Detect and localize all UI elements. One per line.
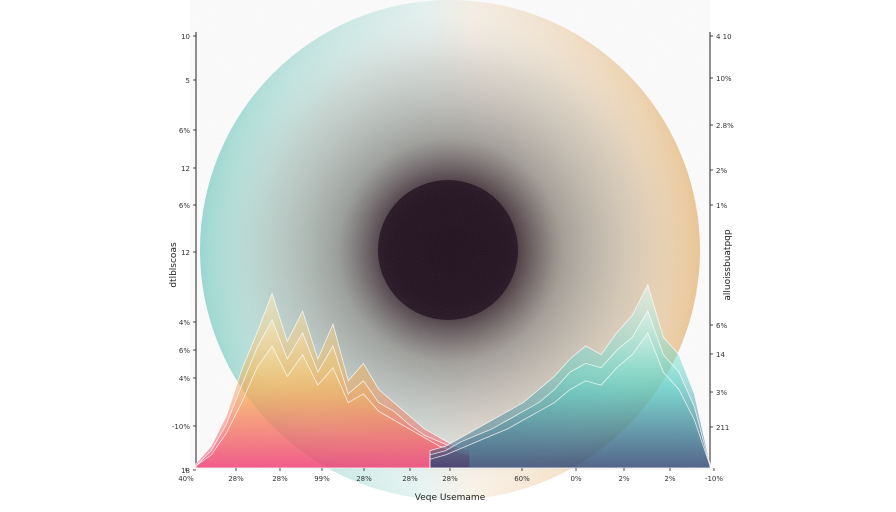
y-tick-label-left: 6% bbox=[179, 202, 190, 210]
x-tick-label: 99% bbox=[314, 475, 330, 483]
y-tick-label-right: 6% bbox=[716, 322, 727, 330]
y-tick-label-right: 4 10 bbox=[716, 33, 732, 41]
y-tick-label-left: 18 bbox=[181, 467, 190, 475]
y-tick-label-right: 211 bbox=[716, 424, 729, 432]
x-tick-label: 60% bbox=[514, 475, 530, 483]
x-tick-label: 28% bbox=[272, 475, 288, 483]
series-area-6 bbox=[429, 331, 711, 469]
y-tick-label-left: 12 bbox=[181, 165, 190, 173]
x-tick-label: 2% bbox=[618, 475, 629, 483]
series-layer bbox=[195, 283, 711, 469]
y-tick-label-left: -10% bbox=[172, 423, 190, 431]
y-tick-label-left: 6% bbox=[179, 127, 190, 135]
y-tick-label-left: 12 bbox=[181, 249, 190, 257]
x-tick-label: 28% bbox=[442, 475, 458, 483]
y-tick-label-right: 3% bbox=[716, 389, 727, 397]
x-tick-label: 2% bbox=[664, 475, 675, 483]
y-tick-label-left: 10 bbox=[181, 33, 190, 41]
y-tick-label-right: 10% bbox=[716, 75, 732, 83]
x-tick-label: 28% bbox=[402, 475, 418, 483]
y-tick-label-right: 2.8% bbox=[716, 122, 734, 130]
y-tick-label-left: 4% bbox=[179, 375, 190, 383]
y-axis-title-left: dtlblscoas bbox=[169, 242, 179, 288]
ticks-layer: 10 5 6% 12 6% 12 4% 6% 4% -10% 18 4 10 10% 2.8% 2% 1% 6%… bbox=[172, 33, 734, 483]
y-axis-title-right: alluoissbuatpqp bbox=[723, 229, 733, 300]
x-axis-title: Veqe Usemame bbox=[415, 493, 486, 503]
x-tick-label: -10% bbox=[705, 475, 723, 483]
x-tick-label: 40% bbox=[178, 475, 194, 483]
y-tick-label-right: 2% bbox=[716, 167, 727, 175]
x-tick-label: 0% bbox=[570, 475, 581, 483]
y-tick-label-left: 5 bbox=[186, 77, 190, 85]
x-tick-label: 28% bbox=[356, 475, 372, 483]
y-tick-label-left: 6% bbox=[179, 347, 190, 355]
y-tick-label-right: 14 bbox=[716, 351, 725, 359]
y-tick-label-right: 1% bbox=[716, 202, 727, 210]
y-tick-label-left: 4% bbox=[179, 319, 190, 327]
x-tick-label: 28% bbox=[228, 475, 244, 483]
